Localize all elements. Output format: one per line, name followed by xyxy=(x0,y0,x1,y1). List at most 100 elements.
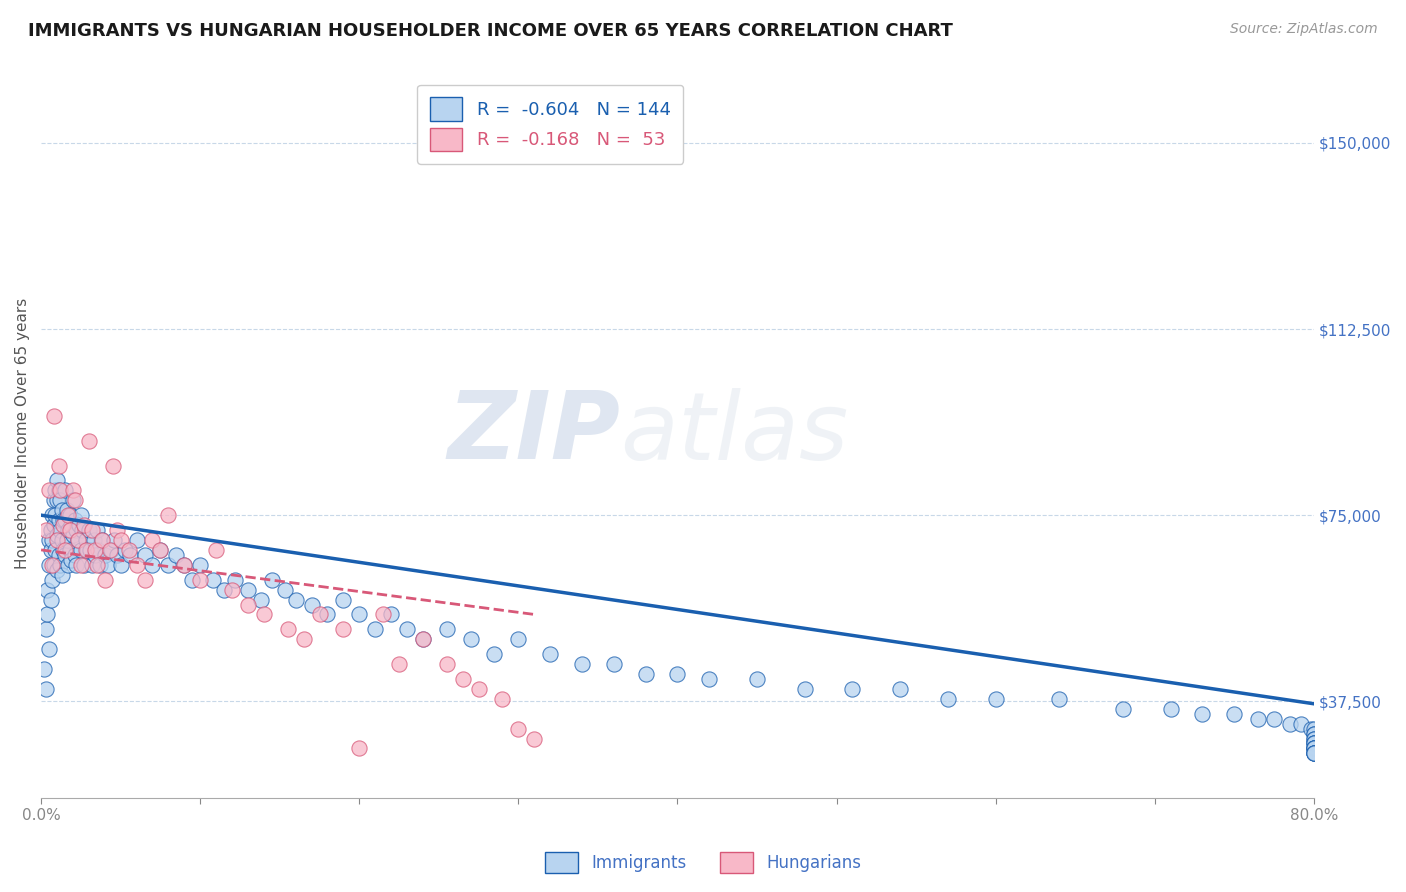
Point xyxy=(53,483,76,498)
Point xyxy=(75,543,97,558)
Point xyxy=(491,691,513,706)
Point xyxy=(44,543,66,558)
Point xyxy=(388,657,411,671)
Point xyxy=(1289,716,1312,731)
Point xyxy=(66,533,89,547)
Point xyxy=(467,681,489,696)
Y-axis label: Householder Income Over 65 years: Householder Income Over 65 years xyxy=(15,298,30,569)
Point xyxy=(125,558,148,572)
Point xyxy=(52,513,75,527)
Point xyxy=(38,642,60,657)
Point xyxy=(103,533,125,547)
Point xyxy=(80,558,103,572)
Point xyxy=(75,533,97,547)
Point xyxy=(221,582,243,597)
Point xyxy=(349,607,371,622)
Point xyxy=(90,533,112,547)
Point xyxy=(1112,702,1135,716)
Point xyxy=(56,523,79,537)
Point xyxy=(412,632,434,647)
Point xyxy=(51,533,73,547)
Point xyxy=(253,607,276,622)
Point xyxy=(62,493,84,508)
Point xyxy=(60,518,83,533)
Point xyxy=(63,513,86,527)
Point xyxy=(107,523,129,537)
Point xyxy=(373,607,395,622)
Point xyxy=(86,558,108,572)
Point xyxy=(273,582,295,597)
Point xyxy=(100,543,122,558)
Point xyxy=(277,623,299,637)
Point xyxy=(77,523,100,537)
Point xyxy=(460,632,482,647)
Point xyxy=(173,558,195,572)
Point xyxy=(48,458,70,473)
Point xyxy=(120,548,142,562)
Point xyxy=(349,741,371,756)
Point xyxy=(1223,706,1246,721)
Point xyxy=(538,647,561,661)
Point xyxy=(1302,726,1324,740)
Point xyxy=(52,518,75,533)
Point xyxy=(70,508,93,523)
Point xyxy=(46,493,69,508)
Point xyxy=(332,623,354,637)
Point xyxy=(224,573,246,587)
Point xyxy=(86,523,108,537)
Point xyxy=(38,533,60,547)
Point xyxy=(65,523,87,537)
Point xyxy=(67,518,90,533)
Point xyxy=(1047,691,1070,706)
Point xyxy=(181,573,204,587)
Point xyxy=(62,483,84,498)
Point xyxy=(49,558,72,572)
Point xyxy=(38,483,60,498)
Point xyxy=(984,691,1007,706)
Point xyxy=(42,558,65,572)
Point xyxy=(395,623,418,637)
Point xyxy=(62,528,84,542)
Point xyxy=(48,483,70,498)
Point xyxy=(41,508,63,523)
Point xyxy=(93,573,115,587)
Point xyxy=(436,623,458,637)
Point xyxy=(841,681,863,696)
Point xyxy=(332,592,354,607)
Point xyxy=(603,657,626,671)
Point xyxy=(114,543,136,558)
Point xyxy=(79,543,101,558)
Point xyxy=(308,607,330,622)
Point xyxy=(37,607,59,622)
Point xyxy=(38,558,60,572)
Point xyxy=(793,681,815,696)
Point xyxy=(1191,706,1213,721)
Point xyxy=(56,508,79,523)
Point xyxy=(59,523,82,537)
Point xyxy=(301,598,323,612)
Point xyxy=(48,548,70,562)
Point xyxy=(37,582,59,597)
Point xyxy=(49,483,72,498)
Point xyxy=(63,493,86,508)
Point xyxy=(188,558,211,572)
Point xyxy=(666,667,689,681)
Point xyxy=(697,672,720,686)
Point xyxy=(508,722,530,736)
Point xyxy=(451,672,474,686)
Point xyxy=(1302,731,1324,746)
Point xyxy=(89,558,111,572)
Point xyxy=(98,543,121,558)
Point xyxy=(292,632,315,647)
Point xyxy=(90,533,112,547)
Point xyxy=(149,543,172,558)
Point xyxy=(508,632,530,647)
Point xyxy=(65,558,87,572)
Point xyxy=(46,474,69,488)
Point xyxy=(157,508,180,523)
Point xyxy=(157,558,180,572)
Point xyxy=(46,563,69,577)
Point xyxy=(35,623,58,637)
Point xyxy=(173,558,195,572)
Point xyxy=(212,582,235,597)
